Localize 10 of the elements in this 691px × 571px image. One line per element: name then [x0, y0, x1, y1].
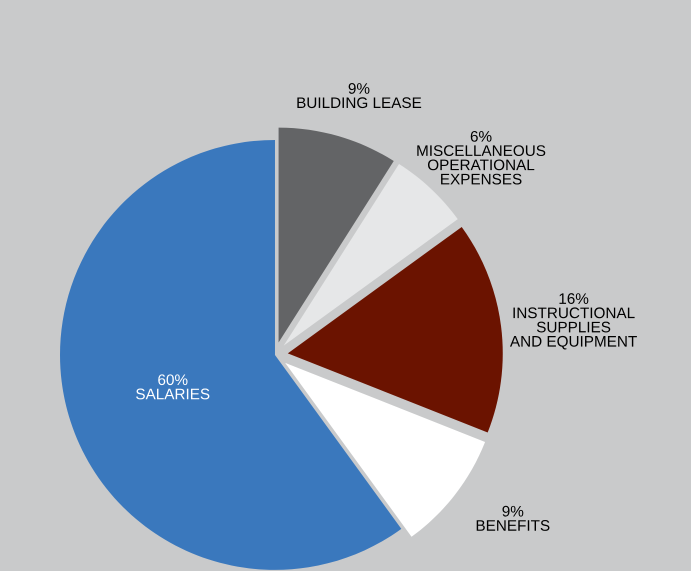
slice-label: INSTRUCTIONAL SUPPLIES AND EQUIPMENT	[510, 307, 637, 350]
slice-label: SALARIES	[136, 388, 210, 400]
data-label: 6%	[470, 130, 492, 142]
data-label: 9%	[348, 83, 370, 94]
data-label: 16%	[559, 293, 588, 304]
slice-label: MISCELLANEOUS OPERATIONAL EXPENSES	[417, 145, 546, 185]
slice-label: BUILDING LEASE	[297, 97, 422, 108]
data-label: 9%	[502, 506, 524, 517]
data-label: 60%	[158, 374, 188, 386]
slice-label: BENEFITS	[476, 520, 550, 531]
